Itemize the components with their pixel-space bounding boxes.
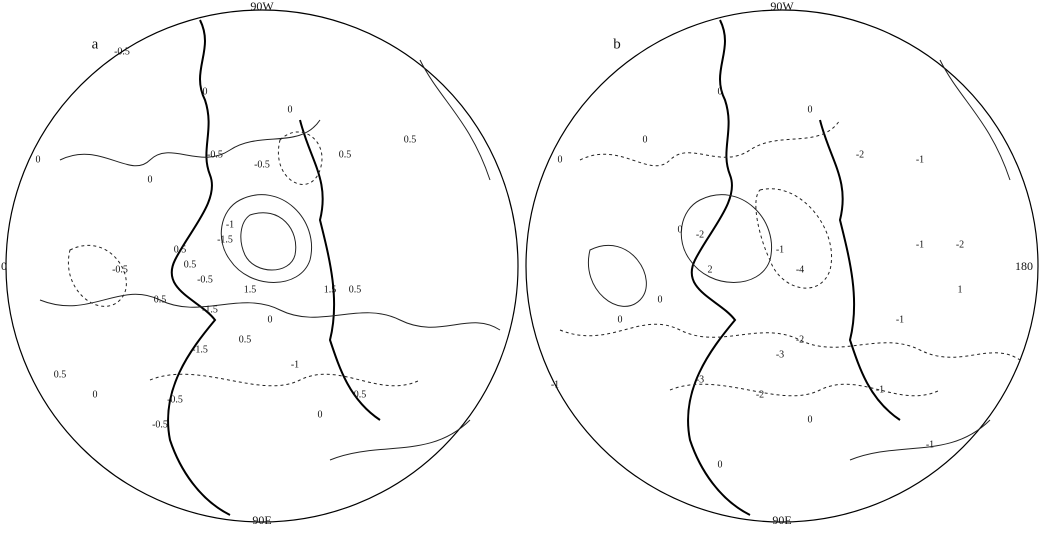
contour-label: -0.5	[197, 274, 213, 285]
contour-label: 0	[36, 154, 41, 165]
map-panel: b 90W 90E 180 0 0 -2 -1 0 0 0 -1 -2 2 0 -1 -4 -2 -1 1 -2 -3 -3…	[526, 0, 1038, 527]
contour-label: -2	[796, 334, 804, 345]
meridian-label: 90E	[252, 513, 271, 527]
contour-label: 0.5	[349, 284, 362, 295]
contour-label: 0	[288, 104, 293, 115]
contour	[940, 60, 1010, 180]
contour-label: 0	[808, 414, 813, 425]
panel-label: b	[613, 36, 621, 52]
contour-label: -1	[776, 244, 784, 255]
contour-label: -0.5	[152, 419, 168, 430]
coastline	[168, 20, 230, 515]
contour-label: 0	[808, 104, 813, 115]
contour-label: -0.5	[254, 159, 270, 170]
contour	[420, 60, 490, 180]
contour-label: -1	[916, 154, 924, 165]
contour-label: -1.5	[192, 344, 208, 355]
contour-label: 0	[148, 174, 153, 185]
contour-label: -1	[876, 384, 884, 395]
contour	[580, 120, 840, 166]
contour-label: -0.5	[167, 394, 183, 405]
contour-label: 0	[678, 224, 683, 235]
map-boundary	[6, 10, 518, 522]
contour-label: 0.5	[154, 294, 167, 305]
coastline	[820, 120, 900, 420]
contour-label: -1	[926, 439, 934, 450]
contour	[150, 374, 420, 386]
contour-label: 0	[718, 459, 723, 470]
contour-label: 0.5	[404, 134, 417, 145]
contour	[670, 384, 940, 396]
contour-label: 1.5	[324, 284, 337, 295]
coastline	[300, 120, 380, 420]
contour	[588, 245, 646, 306]
contour-label: -1	[896, 314, 904, 325]
contour-label: 0	[268, 314, 273, 325]
contour-label: 2	[708, 264, 713, 275]
contour-label: -1.5	[202, 304, 218, 315]
contour-label: 0	[93, 389, 98, 400]
contour-label: -0.5	[112, 264, 128, 275]
contour-label: 0	[203, 86, 208, 97]
map-boundary	[526, 10, 1038, 522]
contour-label: -2	[696, 229, 704, 240]
contour	[241, 213, 296, 270]
contour-label: -1	[916, 239, 924, 250]
contour-label: 0	[643, 134, 648, 145]
meridian-label: 0	[1, 259, 7, 273]
contour-label: -2	[856, 149, 864, 160]
meridian-label: 90W	[770, 0, 794, 13]
contour-label: 1	[958, 284, 963, 295]
meridian-label: 90W	[250, 0, 274, 13]
contour-label: -0.5	[207, 149, 223, 160]
contour-label: 0.5	[184, 259, 197, 270]
contour-label: -0.5	[114, 46, 130, 57]
contour-label: 0.5	[239, 334, 252, 345]
contour-label: -2	[756, 389, 764, 400]
contour-label: -3	[776, 349, 784, 360]
contour-label: 0.5	[339, 149, 352, 160]
contour-label: -4	[796, 264, 804, 275]
contour-label: 0	[718, 86, 723, 97]
contour-label: 0.5	[54, 369, 67, 380]
contour-label: 0	[658, 294, 663, 305]
figure: a90W90E0-0.5000-0.5-0.50.50.500.5-0.5-1-…	[0, 0, 1045, 528]
contour-label: 0.5	[354, 389, 367, 400]
contour	[278, 132, 322, 184]
contour-label: -1.5	[217, 234, 233, 245]
contour-label: 0	[618, 314, 623, 325]
contour-label: -2	[956, 239, 964, 250]
contour-label: -3	[696, 374, 704, 385]
contour	[560, 324, 1020, 360]
contour	[60, 120, 320, 166]
meridian-label: 180	[1015, 259, 1033, 273]
contour-label: -1	[551, 379, 559, 390]
contour	[68, 245, 126, 306]
contour-label: 1.5	[244, 284, 257, 295]
contour-label: -1	[291, 359, 299, 370]
map-panel: a90W90E0-0.5000-0.5-0.50.50.500.5-0.5-1-…	[1, 0, 518, 527]
contour-label: 0	[558, 154, 563, 165]
panel-label: a	[92, 36, 99, 52]
contour-label: 0	[318, 409, 323, 420]
contour-label: -1	[226, 219, 234, 230]
meridian-label: 90E	[772, 513, 791, 527]
contour-label: 0.5	[174, 244, 187, 255]
contour	[756, 189, 832, 288]
